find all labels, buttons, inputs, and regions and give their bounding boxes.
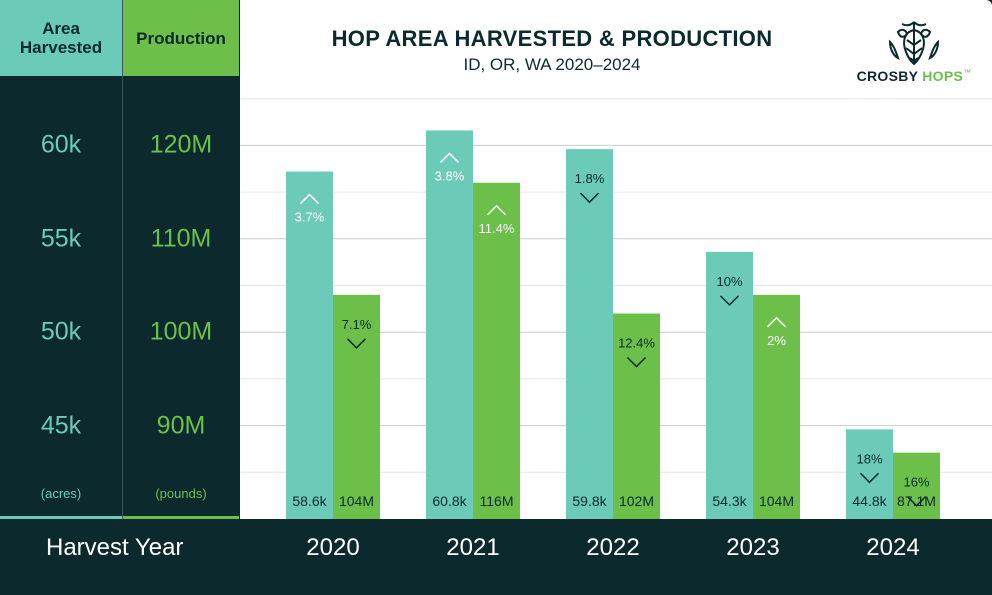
x-tick-label: 2022 [586,534,640,561]
area-bar [426,130,473,519]
area-change-label: 10% [716,274,742,289]
area-axis-tick-label: 60k [40,130,82,159]
production-bar [753,294,800,519]
chart-title: HOP AREA HARVESTED & PRODUCTION [331,26,773,51]
production-axis-underline [123,516,239,519]
production-bar [893,452,940,519]
bar-chart: 58.6k 104M 3.7% 7.1% 60.8k 116M 3.8% 11.4% 59.8k… [240,98,992,519]
production-axis-tick-label: 120M [149,130,213,159]
area-bar [846,429,893,519]
area-bar [566,149,613,519]
area-change-label: 18% [856,451,882,466]
title-block: HOP AREA HARVESTED & PRODUCTION ID, OR, … [240,26,864,75]
production-axis-header: Production [123,0,239,76]
x-tick-label: 2023 [726,534,780,561]
area-change-label: 1.8% [575,171,605,186]
production-change-label: 7.1% [342,317,372,332]
area-axis-unit: (acres) [40,486,82,501]
area-change-label: 3.7% [295,210,325,225]
logo-trademark: ™ [963,68,972,77]
area-axis-tick-label: 50k [40,317,82,346]
logo-text-crosby: CROSBY [856,68,919,84]
logo-text: CROSBY HOPS™ [854,68,974,84]
x-tick-label: 2020 [306,534,360,561]
plot-area: 58.6k 104M 3.7% 7.1% 60.8k 116M 3.8% 11.4% 59.8k… [240,0,992,519]
production-value-label: 104M [339,493,374,509]
production-axis-tick-label: 100M [149,317,213,346]
production-change-label: 12.4% [618,336,655,351]
area-axis-tick-label: 45k [40,411,82,440]
area-change-arrow-down [579,192,600,204]
production-change-arrow-down [906,496,927,507]
production-change-arrow-up [486,204,507,216]
area-change-arrow-down [719,295,740,306]
production-change-label: 16% [903,475,929,490]
production-value-label: 102M [619,493,654,509]
area-value-label: 44.8k [852,493,887,509]
production-change-label: 2% [767,333,786,348]
production-bar [473,182,520,519]
area-value-label: 58.6k [292,493,327,509]
production-change-label: 11.4% [479,221,515,236]
production-value-label: 87.1M [897,493,936,509]
x-tick-label: 2024 [866,534,920,561]
production-change-arrow-down [626,356,647,368]
logo-text-hops: HOPS [922,68,964,84]
x-tick-label: 2021 [446,534,500,561]
production-axis-tick-label: 90M [156,411,206,440]
chart-subtitle: ID, OR, WA 2020–2024 [463,55,641,74]
production-axis-column: Production 120M 110M 100M 90M (pounds) [123,0,239,519]
area-change-label: 3.8% [435,168,465,183]
crosby-hops-logo: CROSBY HOPS™ [854,18,974,88]
hop-cone-icon [888,21,940,66]
area-value-label: 60.8k [432,493,467,509]
area-value-label: 54.3k [712,493,747,509]
area-change-arrow-up [439,152,460,163]
area-value-label: 59.8k [572,493,607,509]
x-axis-label: Harvest Year [46,534,184,561]
area-bar [706,251,753,519]
production-value-label: 116M [480,493,514,509]
production-axis-tick-label: 110M [150,224,212,253]
production-bar [333,294,380,519]
production-change-arrow-down [346,338,367,349]
axis-divider [122,0,123,519]
area-axis-column: Area Harvested 60k 55k 50k 45k (acres) [0,0,122,519]
area-axis-tick-label: 55k [40,224,82,253]
production-value-label: 104M [759,493,794,509]
x-axis-bar [0,519,992,595]
production-axis-unit: (pounds) [155,486,207,501]
area-change-arrow-up [299,193,320,205]
area-axis-underline [0,516,122,519]
area-change-arrow-down [859,472,880,484]
area-axis-header: Area Harvested [0,0,122,76]
production-bar [613,313,660,519]
production-change-arrow-up [766,316,787,328]
area-bar [286,171,333,519]
